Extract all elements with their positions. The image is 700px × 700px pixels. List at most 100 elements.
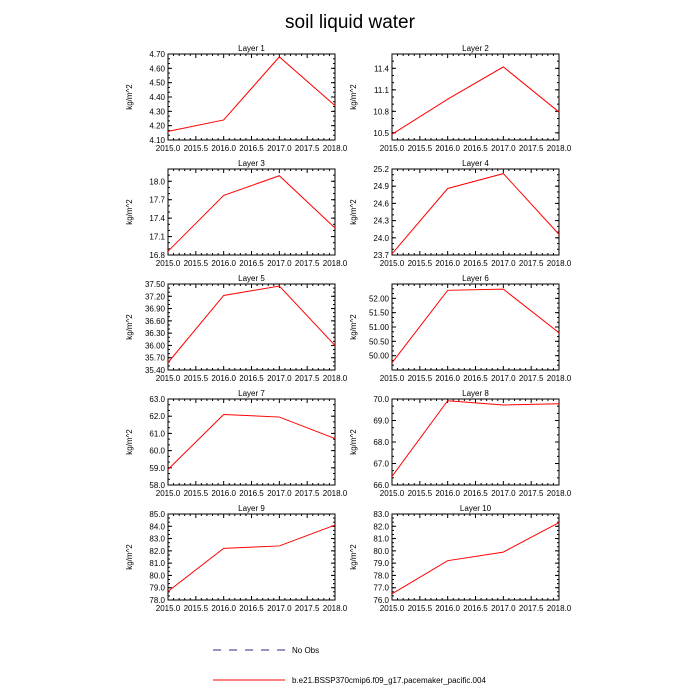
y-tick-label: 61.0 — [149, 429, 165, 438]
panel-title: Layer 10 — [460, 504, 492, 513]
x-tick-label: 2015.0 — [156, 144, 181, 153]
x-tick-label: 2016.5 — [239, 489, 264, 498]
y-tick-label: 82.0 — [373, 522, 389, 531]
x-tick-label: 2017.5 — [295, 259, 320, 268]
y-tick-label: 79.0 — [149, 584, 165, 593]
x-tick-label: 2015.5 — [184, 604, 209, 613]
x-tick-label: 2016.0 — [211, 489, 236, 498]
x-tick-label: 2015.0 — [156, 604, 181, 613]
panel-title: Layer 1 — [238, 44, 265, 53]
panel-title: Layer 7 — [238, 389, 265, 398]
x-tick-label: 2017.0 — [267, 374, 292, 383]
y-tick-label: 79.0 — [373, 559, 389, 568]
x-tick-label: 2015.0 — [156, 259, 181, 268]
y-tick-label: 63.0 — [149, 395, 165, 404]
y-axis-label: kg/m^2 — [349, 314, 358, 340]
y-tick-label: 51.00 — [369, 323, 390, 332]
y-tick-label: 4.40 — [149, 93, 165, 102]
y-tick-label: 4.50 — [149, 79, 165, 88]
series-line — [167, 175, 336, 252]
panel-title: Layer 9 — [238, 504, 265, 513]
y-axis-label: kg/m^2 — [349, 199, 358, 225]
y-tick-label: 4.60 — [149, 64, 165, 73]
y-axis-label: kg/m^2 — [349, 84, 358, 110]
x-tick-label: 2017.5 — [519, 144, 544, 153]
y-tick-label: 17.1 — [149, 233, 165, 242]
x-tick-label: 2018.0 — [547, 604, 572, 613]
y-tick-label: 36.60 — [145, 317, 166, 326]
y-tick-label: 36.00 — [145, 341, 166, 350]
y-tick-label: 25.2 — [373, 165, 389, 174]
x-tick-label: 2018.0 — [547, 489, 572, 498]
y-tick-label: 10.8 — [373, 107, 389, 116]
x-tick-label: 2016.5 — [239, 604, 264, 613]
x-tick-label: 2017.0 — [491, 259, 516, 268]
series-line — [391, 400, 560, 477]
x-tick-label: 2017.0 — [267, 259, 292, 268]
x-tick-label: 2017.0 — [267, 604, 292, 613]
y-tick-label: 62.0 — [149, 412, 165, 421]
y-tick-label: 11.4 — [374, 64, 390, 73]
y-tick-label: 35.40 — [145, 366, 166, 375]
y-tick-label: 59.0 — [149, 464, 165, 473]
x-tick-label: 2015.0 — [156, 374, 181, 383]
x-tick-label: 2016.0 — [435, 259, 460, 268]
y-axis-label: kg/m^2 — [125, 314, 134, 340]
x-tick-label: 2017.5 — [519, 259, 544, 268]
y-tick-label: 52.00 — [369, 294, 390, 303]
y-tick-label: 10.5 — [373, 129, 389, 138]
panel-title: Layer 3 — [238, 159, 265, 168]
y-tick-label: 24.3 — [373, 217, 389, 226]
series-line — [391, 66, 560, 135]
x-tick-label: 2016.0 — [211, 144, 236, 153]
series-line — [167, 413, 336, 470]
y-tick-label: 17.7 — [149, 196, 165, 205]
x-tick-label: 2017.5 — [519, 489, 544, 498]
y-tick-label: 84.0 — [149, 522, 165, 531]
y-tick-label: 23.7 — [373, 251, 389, 260]
legend-label-no-obs: No Obs — [292, 646, 319, 655]
x-tick-label: 2016.5 — [239, 259, 264, 268]
series-line — [167, 56, 336, 132]
x-tick-label: 2015.0 — [380, 374, 405, 383]
x-tick-label: 2016.0 — [211, 374, 236, 383]
y-tick-label: 68.0 — [373, 438, 389, 447]
x-tick-label: 2015.0 — [156, 489, 181, 498]
y-tick-label: 24.6 — [373, 199, 389, 208]
x-tick-label: 2018.0 — [547, 374, 572, 383]
x-tick-label: 2018.0 — [323, 259, 348, 268]
y-tick-label: 11.1 — [374, 86, 390, 95]
x-tick-label: 2017.0 — [491, 374, 516, 383]
x-tick-label: 2018.0 — [547, 144, 572, 153]
x-tick-label: 2016.5 — [463, 374, 488, 383]
y-tick-label: 78.0 — [149, 596, 165, 605]
y-axis-label: kg/m^2 — [125, 429, 134, 455]
y-tick-label: 4.20 — [149, 122, 165, 131]
y-tick-label: 51.50 — [369, 309, 390, 318]
x-tick-label: 2016.5 — [239, 144, 264, 153]
y-tick-label: 24.0 — [373, 234, 389, 243]
y-tick-label: 4.10 — [149, 136, 165, 145]
series-line — [167, 285, 336, 363]
y-tick-label: 83.0 — [149, 535, 165, 544]
y-tick-label: 70.0 — [373, 395, 389, 404]
x-tick-label: 2016.0 — [435, 374, 460, 383]
series-line — [391, 288, 560, 364]
x-tick-label: 2015.5 — [184, 374, 209, 383]
series-line — [167, 524, 336, 592]
x-tick-label: 2016.5 — [463, 604, 488, 613]
y-tick-label: 50.50 — [369, 337, 390, 346]
y-tick-label: 60.0 — [149, 447, 165, 456]
x-tick-label: 2017.5 — [295, 144, 320, 153]
x-tick-label: 2015.5 — [408, 374, 433, 383]
